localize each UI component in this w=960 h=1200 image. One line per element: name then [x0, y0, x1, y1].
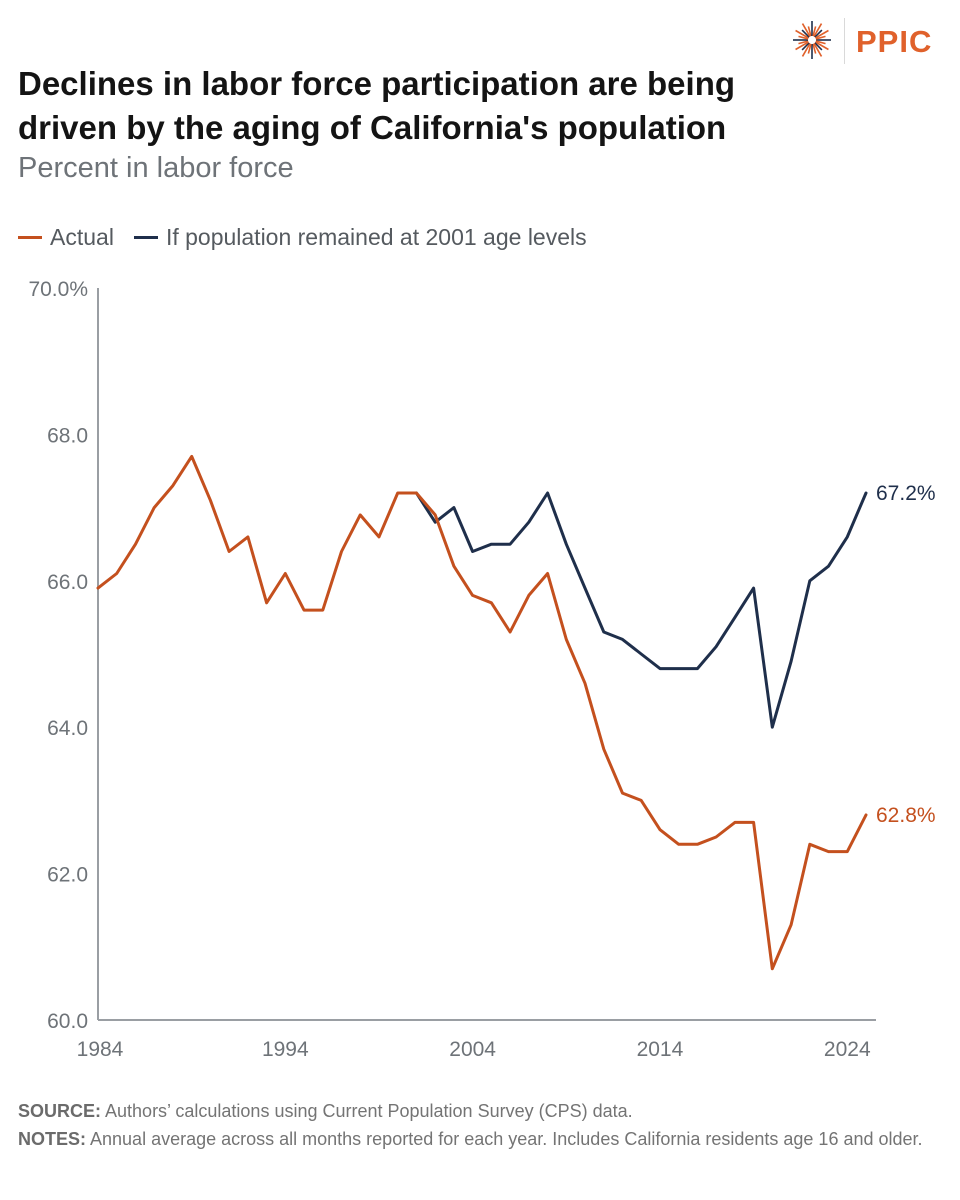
end-label-counterfactual: 67.2%	[876, 482, 936, 505]
sunburst-ray	[795, 29, 809, 39]
chart-legend: Actual If population remained at 2001 ag…	[18, 224, 607, 251]
sunburst-ray	[798, 40, 809, 45]
line-chart: 70.0% 68.0 66.0 64.0 62.0 60.0 1984 1994 2004 201…	[28, 278, 936, 1061]
sunburst-ray	[807, 43, 812, 54]
sunburst-ray	[815, 41, 829, 51]
chart-footer: SOURCE: Authors’ calculations using Curr…	[18, 1098, 938, 1154]
legend-swatch-counterfactual	[133, 236, 158, 239]
logo-wordmark: PPIC	[856, 24, 933, 59]
chart-title: Declines in labor force participation ar…	[18, 65, 736, 146]
sunburst-ray	[801, 23, 811, 37]
sunburst-ray	[798, 35, 809, 40]
sunburst-ray	[801, 29, 810, 38]
notes-text: Annual average across all months reporte…	[86, 1129, 923, 1149]
y-tick-label: 64.0	[47, 717, 88, 740]
sunburst-ray	[795, 41, 809, 51]
sunburst-ray	[812, 26, 817, 37]
source-label: SOURCE:	[18, 1101, 102, 1121]
sunburst-ray	[815, 40, 826, 45]
legend-item-counterfactual: If population remained at 2001 age level…	[133, 224, 587, 251]
ppic-logo: PPIC	[792, 18, 942, 64]
legend-label-actual: Actual	[50, 224, 114, 250]
source-text: Authors’ calculations using Current Popu…	[101, 1101, 633, 1121]
sunburst-ray	[814, 42, 823, 51]
x-tick-label: 1994	[262, 1038, 309, 1061]
x-tick-label: 2024	[824, 1038, 871, 1061]
sunburst-ray	[813, 43, 823, 57]
sunburst-ray	[812, 43, 817, 54]
logo-divider	[844, 18, 845, 64]
chart-subtitle: Percent in labor force	[18, 152, 294, 184]
sunburst-icon	[793, 21, 831, 59]
y-tick-label: 70.0%	[28, 278, 88, 301]
x-tick-label: 1984	[77, 1038, 124, 1061]
notes-label: NOTES:	[18, 1129, 87, 1149]
series-line-actual	[96, 454, 868, 971]
legend-item-actual: Actual	[18, 224, 114, 251]
sunburst-ray	[814, 29, 823, 38]
sunburst-ray	[807, 26, 812, 37]
end-label-actual: 62.8%	[876, 804, 936, 827]
sunburst-ray	[801, 42, 810, 51]
sunburst-ray	[801, 43, 811, 57]
x-tick-label: 2014	[637, 1038, 684, 1061]
series-line-counterfactual	[414, 491, 868, 729]
y-tick-label: 60.0	[47, 1010, 88, 1033]
y-tick-label: 68.0	[47, 424, 88, 447]
sunburst-ray	[815, 29, 829, 39]
sunburst-ray	[815, 35, 826, 40]
legend-swatch-actual	[18, 236, 42, 239]
source-note: SOURCE: Authors’ calculations using Curr…	[18, 1098, 938, 1124]
legend-label-counterfactual: If population remained at 2001 age level…	[165, 224, 587, 250]
sunburst-ray	[813, 23, 823, 37]
y-tick-label: 62.0	[47, 864, 88, 887]
x-tick-label: 2004	[449, 1038, 496, 1061]
notes-note: NOTES: Annual average across all months …	[18, 1126, 938, 1152]
y-tick-label: 66.0	[47, 571, 88, 594]
